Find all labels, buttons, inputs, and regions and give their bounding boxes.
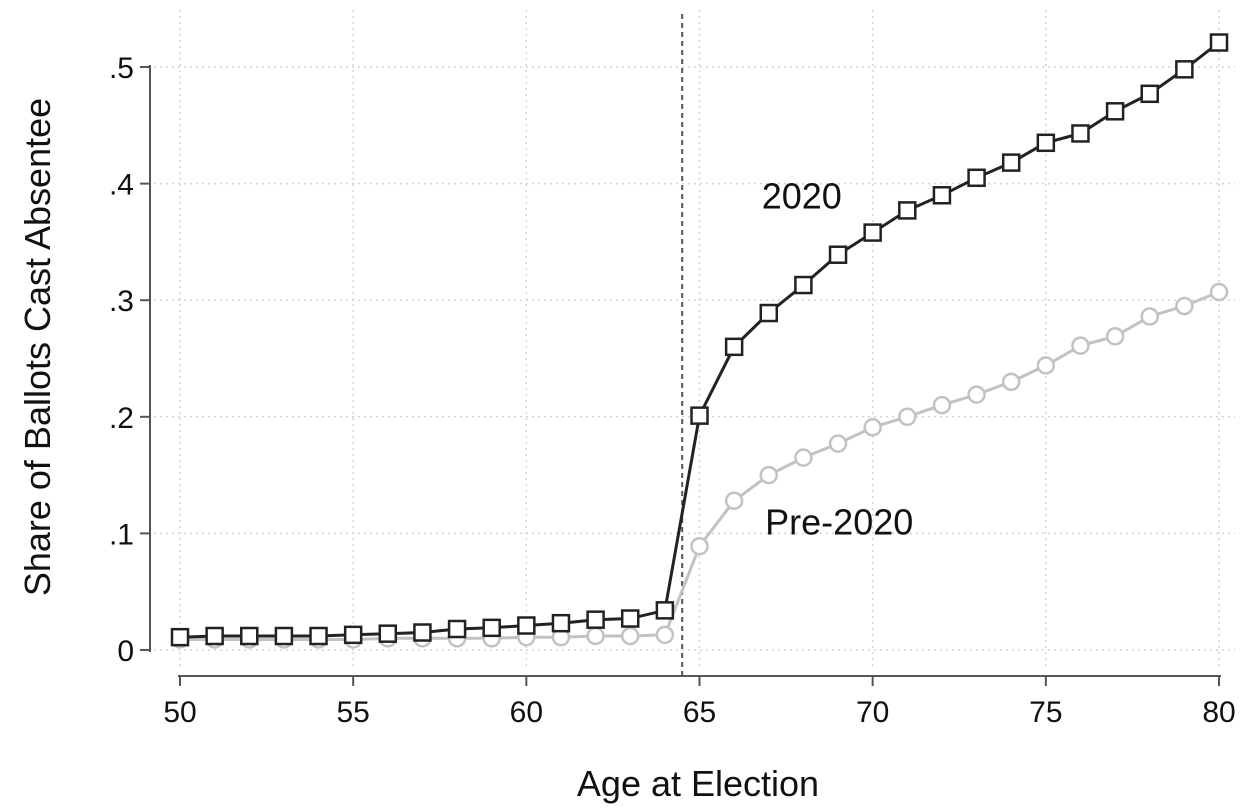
data-point: [932, 395, 952, 415]
series-2020: [170, 33, 1229, 647]
y-tick-label: .5: [109, 52, 134, 85]
x-tick-label: 55: [336, 696, 369, 729]
data-point: [343, 625, 363, 645]
data-point: [1036, 133, 1056, 153]
data-point: [794, 448, 813, 467]
data-point: [1071, 124, 1090, 143]
data-point: [690, 536, 709, 556]
data-point: [517, 616, 536, 635]
x-tick-label: 65: [683, 696, 716, 729]
y-axis-title: Share of Ballots Cast Absentee: [17, 98, 58, 596]
data-point: [413, 623, 432, 642]
data-point: [447, 619, 467, 639]
data-point: [1071, 336, 1090, 355]
data-point: [863, 223, 882, 242]
y-tick-label: .1: [109, 518, 134, 551]
data-point: [898, 201, 917, 220]
data-point: [759, 303, 779, 323]
data-point: [620, 626, 640, 646]
data-point: [1140, 84, 1159, 104]
series-label: Pre-2020: [765, 502, 913, 543]
data-point: [1105, 327, 1125, 346]
data-point: [1001, 153, 1021, 172]
data-point: [378, 624, 398, 643]
data-point: [1175, 296, 1194, 316]
grid-lines: [154, 10, 1235, 668]
data-point: [1175, 60, 1194, 79]
data-point: [759, 465, 779, 485]
data-point: [967, 168, 986, 188]
data-point: [828, 245, 848, 264]
data-point: [1209, 282, 1229, 302]
data-point: [655, 601, 675, 620]
axes: 0 .1 .2 .3 .4 .5 50 55 60 65 70 75 80: [109, 52, 1236, 729]
data-point: [586, 626, 605, 646]
data-point: [551, 613, 571, 633]
series-labels: 2020 Pre-2020: [762, 175, 914, 542]
data-point: [240, 626, 259, 646]
data-point: [794, 275, 813, 295]
y-tick-label: 0: [117, 635, 134, 668]
data-point: [482, 618, 501, 638]
y-tick-label: .4: [109, 169, 134, 202]
x-tick-label: 60: [510, 696, 543, 729]
series-label: 2020: [762, 175, 842, 216]
data-point: [1001, 372, 1021, 392]
data-point: [1209, 33, 1229, 52]
data-point: [274, 626, 294, 646]
data-point: [724, 337, 744, 357]
data-point: [1036, 356, 1056, 375]
data-point: [967, 385, 986, 404]
y-tick-label: .3: [109, 285, 134, 318]
data-point: [170, 627, 190, 647]
data-point: [1105, 102, 1125, 121]
data-series: [170, 33, 1229, 649]
x-tick-label: 80: [1202, 696, 1235, 729]
x-tick-label: 50: [163, 696, 196, 729]
data-point: [655, 625, 675, 645]
data-point: [620, 609, 640, 628]
data-point: [863, 418, 882, 437]
data-point: [1140, 307, 1159, 326]
x-axis-title: Age at Election: [577, 763, 819, 804]
data-point: [898, 407, 917, 427]
data-point: [690, 406, 709, 425]
data-point: [309, 626, 328, 646]
data-point: [828, 434, 848, 453]
x-tick-label: 70: [856, 696, 889, 729]
y-tick-label: .2: [109, 402, 134, 435]
data-point: [724, 491, 744, 511]
data-point: [586, 610, 605, 629]
data-point: [932, 186, 952, 205]
data-point: [205, 626, 224, 646]
x-tick-label: 75: [1029, 696, 1062, 729]
